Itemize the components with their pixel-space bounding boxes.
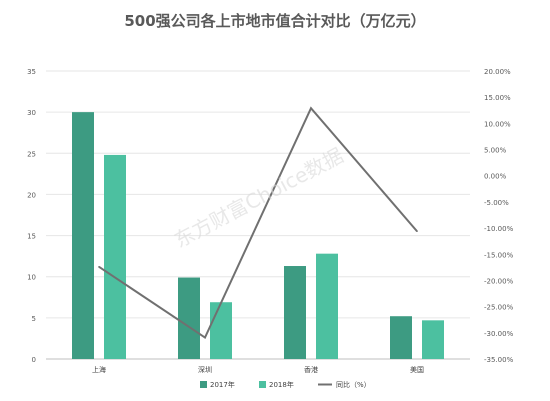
watermark: 东方财富Choice数据 [170, 143, 347, 252]
right-tick-label: -25.00% [484, 304, 514, 312]
right-tick-label: -20.00% [484, 277, 514, 285]
line-point-深圳 [204, 336, 206, 339]
line-series [98, 106, 418, 340]
left-tick-label: 15 [27, 233, 36, 241]
category-labels: 上海 深圳 香港 美国 [92, 365, 424, 374]
left-tick-label: 20 [27, 191, 36, 199]
bars [72, 112, 444, 360]
right-tick-label: -35.00% [484, 356, 514, 364]
chart-title: 500强公司各上市地市值合计对比（万亿元） [124, 12, 425, 30]
legend-swatch [200, 381, 207, 388]
category-label: 上海 [92, 365, 106, 374]
right-axis-ticks: -35.00% -30.00% -25.00% -20.00% -15.00% -10.0… [484, 68, 514, 364]
right-tick-label: 5.00% [484, 147, 507, 155]
legend-label: 2017年 [210, 380, 235, 389]
legend-swatch [259, 381, 266, 388]
bar-2018年-上海 [104, 154, 126, 359]
category-label: 香港 [304, 365, 318, 374]
left-axis-ticks: 0 5 10 15 20 25 30 35 [27, 68, 36, 364]
line-point-香港 [310, 107, 312, 109]
legend-label: 同比（%） [336, 380, 371, 389]
right-tick-label: 15.00% [484, 94, 511, 102]
bar-2017年-深圳 [178, 277, 200, 359]
right-tick-label: -5.00% [484, 199, 509, 207]
yoy-line [98, 106, 418, 340]
right-tick-label: 0.00% [484, 173, 507, 181]
left-tick-label: 5 [32, 315, 36, 323]
bar-2018年-深圳 [210, 302, 232, 359]
category-label: 深圳 [198, 365, 212, 374]
left-tick-label: 30 [27, 109, 36, 117]
left-tick-label: 35 [27, 68, 36, 76]
right-tick-label: 20.00% [484, 68, 511, 76]
left-tick-label: 25 [27, 150, 36, 158]
bar-2018年-香港 [316, 253, 338, 359]
legend: 2017年 2018年 同比（%） [200, 380, 371, 389]
line-point-上海 [98, 266, 100, 268]
right-tick-label: -30.00% [484, 330, 514, 338]
line-point-美国 [416, 230, 418, 233]
legend-label: 2018年 [269, 380, 294, 389]
right-tick-label: -15.00% [484, 251, 514, 259]
category-label: 美国 [410, 365, 424, 374]
left-tick-label: 10 [27, 274, 36, 282]
bar-2017年-香港 [284, 266, 306, 359]
left-tick-label: 0 [32, 356, 36, 364]
bar-2017年-美国 [390, 316, 412, 359]
right-tick-label: -10.00% [484, 225, 514, 233]
right-tick-label: 10.00% [484, 120, 511, 128]
bar-2018年-美国 [422, 320, 444, 359]
bar-2017年-上海 [72, 112, 94, 360]
